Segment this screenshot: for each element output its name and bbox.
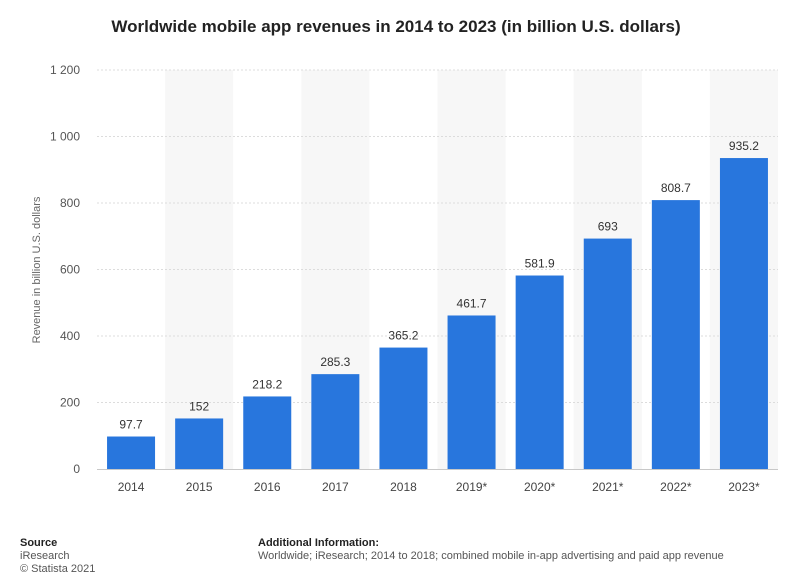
y-tick-label: 200 <box>60 396 80 410</box>
y-tick-label: 800 <box>60 196 80 210</box>
y-tick-label: 0 <box>73 462 80 476</box>
x-axis-ticks: 2014 2015 2016 2017 2018 2019* 2020* 2021* 2022*… <box>118 480 760 494</box>
x-tick-label: 2018 <box>390 480 417 494</box>
data-label: 97.7 <box>119 418 143 432</box>
source-name: iResearch <box>20 550 70 562</box>
data-label: 285.3 <box>320 355 350 369</box>
source-block: Source iResearch © Statista 2021 <box>20 537 95 576</box>
additional-info-text: Worldwide; iResearch; 2014 to 2018; comb… <box>258 550 724 562</box>
y-axis-label: Revenue in billion U.S. dollars <box>31 196 43 343</box>
data-label: 935.2 <box>729 139 759 153</box>
bar <box>175 418 224 469</box>
bar <box>311 374 360 469</box>
data-label: 365.2 <box>388 329 418 343</box>
x-tick-label: 2017 <box>322 480 349 494</box>
data-label: 152 <box>189 399 209 413</box>
chart-title: Worldwide mobile app revenues in 2014 to… <box>111 17 681 36</box>
data-label: 693 <box>598 220 618 234</box>
data-label: 581.9 <box>525 257 555 271</box>
x-tick-label: 2022* <box>660 480 692 494</box>
bar <box>379 347 428 469</box>
x-tick-label: 2016 <box>254 480 281 494</box>
bar <box>651 200 700 470</box>
bar <box>719 158 768 469</box>
data-label: 461.7 <box>457 296 487 310</box>
bar <box>583 238 632 469</box>
y-tick-label: 600 <box>60 263 80 277</box>
bars <box>107 158 768 470</box>
gridlines <box>97 69 778 403</box>
x-tick-label: 2019* <box>456 480 488 494</box>
y-axis-ticks: 0 200 400 600 800 1 000 1 200 <box>50 63 80 476</box>
additional-info-block: Additional Information: Worldwide; iRese… <box>258 537 724 563</box>
data-label: 218.2 <box>252 377 282 391</box>
x-tick-label: 2021* <box>592 480 624 494</box>
y-tick-label: 1 000 <box>50 130 80 144</box>
y-tick-label: 400 <box>60 329 80 343</box>
bar <box>107 436 156 469</box>
bar <box>243 396 292 469</box>
x-tick-label: 2020* <box>524 480 556 494</box>
y-tick-label: 1 200 <box>50 63 80 77</box>
x-tick-label: 2014 <box>118 480 145 494</box>
source-heading: Source <box>20 537 58 549</box>
bar <box>447 315 496 469</box>
copyright: © Statista 2021 <box>20 563 96 575</box>
x-tick-label: 2015 <box>186 480 213 494</box>
bar <box>515 275 564 469</box>
additional-info-heading: Additional Information: <box>258 537 379 549</box>
data-label: 808.7 <box>661 181 691 195</box>
bar-chart: 0 200 400 600 800 1 000 1 200 97.7 152 218.2 285.… <box>31 63 778 494</box>
x-tick-label: 2023* <box>728 480 760 494</box>
data-labels: 97.7 152 218.2 285.3 365.2 461.7 581.9 693 808.7… <box>119 139 759 431</box>
